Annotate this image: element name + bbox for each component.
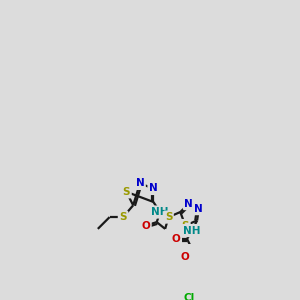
- Text: NH: NH: [151, 207, 169, 217]
- Text: N: N: [136, 178, 144, 188]
- Text: Cl: Cl: [183, 293, 194, 300]
- Text: S: S: [119, 212, 127, 222]
- Text: N: N: [184, 199, 193, 208]
- Text: O: O: [181, 253, 190, 262]
- Text: O: O: [172, 234, 181, 244]
- Text: NH: NH: [183, 226, 201, 236]
- Text: N: N: [149, 184, 158, 194]
- Text: S: S: [123, 187, 130, 197]
- Text: O: O: [141, 220, 150, 230]
- Text: S: S: [165, 212, 172, 222]
- Text: N: N: [194, 204, 203, 214]
- Text: S: S: [182, 220, 189, 230]
